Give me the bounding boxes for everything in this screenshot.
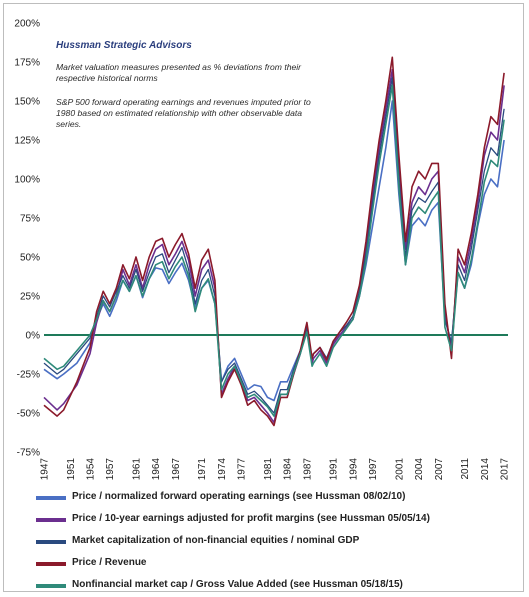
x-tick-label: 1967 xyxy=(171,458,182,481)
x-tick-label: 1974 xyxy=(217,458,228,481)
chart-title: Hussman Strategic Advisors xyxy=(56,40,192,51)
chart-note-imputation: S&P 500 forward operating earnings and r… xyxy=(56,97,311,129)
x-tick-label: 1947 xyxy=(40,458,51,481)
y-axis: -75% -50% -25% 0% 25% 50% 75% 100% 125% 150% 175% 2… xyxy=(14,19,40,459)
y-tick-label: 200% xyxy=(14,19,40,30)
series-line-5 xyxy=(43,84,505,417)
y-tick-label: 25% xyxy=(20,292,40,303)
y-tick-label: -25% xyxy=(17,370,40,381)
x-tick-label: 2011 xyxy=(460,458,471,480)
legend-item: Market capitalization of non-financial e… xyxy=(28,531,508,553)
legend: Price / normalized forward operating ear… xyxy=(28,487,508,597)
x-tick-label: 2007 xyxy=(434,458,445,481)
legend-label: Price / 10-year earnings adjusted for pr… xyxy=(72,513,430,524)
legend-item: Price / normalized forward operating ear… xyxy=(28,487,508,509)
legend-label: Price / normalized forward operating ear… xyxy=(72,491,406,502)
legend-swatch xyxy=(36,518,66,522)
x-tick-label: 1987 xyxy=(302,458,313,481)
x-tick-label: 2014 xyxy=(480,458,491,481)
legend-swatch xyxy=(36,540,66,544)
x-tick-label: 2004 xyxy=(414,458,425,481)
x-tick-label: 1957 xyxy=(105,458,116,481)
legend-label: Market capitalization of non-financial e… xyxy=(72,535,360,546)
x-tick-label: 1951 xyxy=(66,458,77,481)
legend-item: Nonfinancial market cap / Gross Value Ad… xyxy=(28,575,508,597)
series-line-1 xyxy=(43,100,505,402)
x-tick-label: 1964 xyxy=(151,458,162,481)
legend-item: Price / 10-year earnings adjusted for pr… xyxy=(28,509,508,531)
legend-swatch xyxy=(36,562,66,566)
x-tick-label: 2017 xyxy=(500,458,511,481)
y-tick-label: 150% xyxy=(14,97,40,108)
series-line-3 xyxy=(43,76,505,414)
x-tick-label: 1994 xyxy=(348,458,359,481)
x-tick-label: 1971 xyxy=(197,458,208,481)
legend-item: Price / Revenue xyxy=(28,553,508,575)
y-tick-label: 125% xyxy=(14,136,40,147)
legend-swatch xyxy=(36,496,66,500)
y-tick-label: 0% xyxy=(26,331,41,342)
x-tick-label: 1954 xyxy=(86,458,97,481)
x-tick-label: 2001 xyxy=(394,458,405,481)
x-tick-label: 1991 xyxy=(329,458,340,481)
x-tick-label: 1977 xyxy=(237,458,248,481)
y-tick-label: 50% xyxy=(20,253,40,264)
y-tick-label: -75% xyxy=(17,448,40,459)
x-tick-label: 1984 xyxy=(283,458,294,481)
x-tick-label: 1997 xyxy=(368,458,379,481)
legend-swatch xyxy=(36,584,66,588)
series-line-4 xyxy=(43,56,505,427)
y-tick-label: 175% xyxy=(14,58,40,69)
x-tick-label: 1981 xyxy=(263,458,274,481)
legend-label: Nonfinancial market cap / Gross Value Ad… xyxy=(72,579,403,590)
legend-label: Price / Revenue xyxy=(72,557,147,568)
x-axis: 1947 1951 1954 1957 1961 1964 1967 1971 1974 1977… xyxy=(40,458,511,481)
chart-note-valuation: Market valuation measures presented as %… xyxy=(56,62,302,83)
y-tick-label: -50% xyxy=(17,409,40,420)
y-tick-label: 100% xyxy=(14,175,40,186)
y-tick-label: 75% xyxy=(20,214,40,225)
chart-frame xyxy=(3,3,524,592)
plot-area xyxy=(43,56,508,427)
x-tick-label: 1961 xyxy=(132,458,143,481)
